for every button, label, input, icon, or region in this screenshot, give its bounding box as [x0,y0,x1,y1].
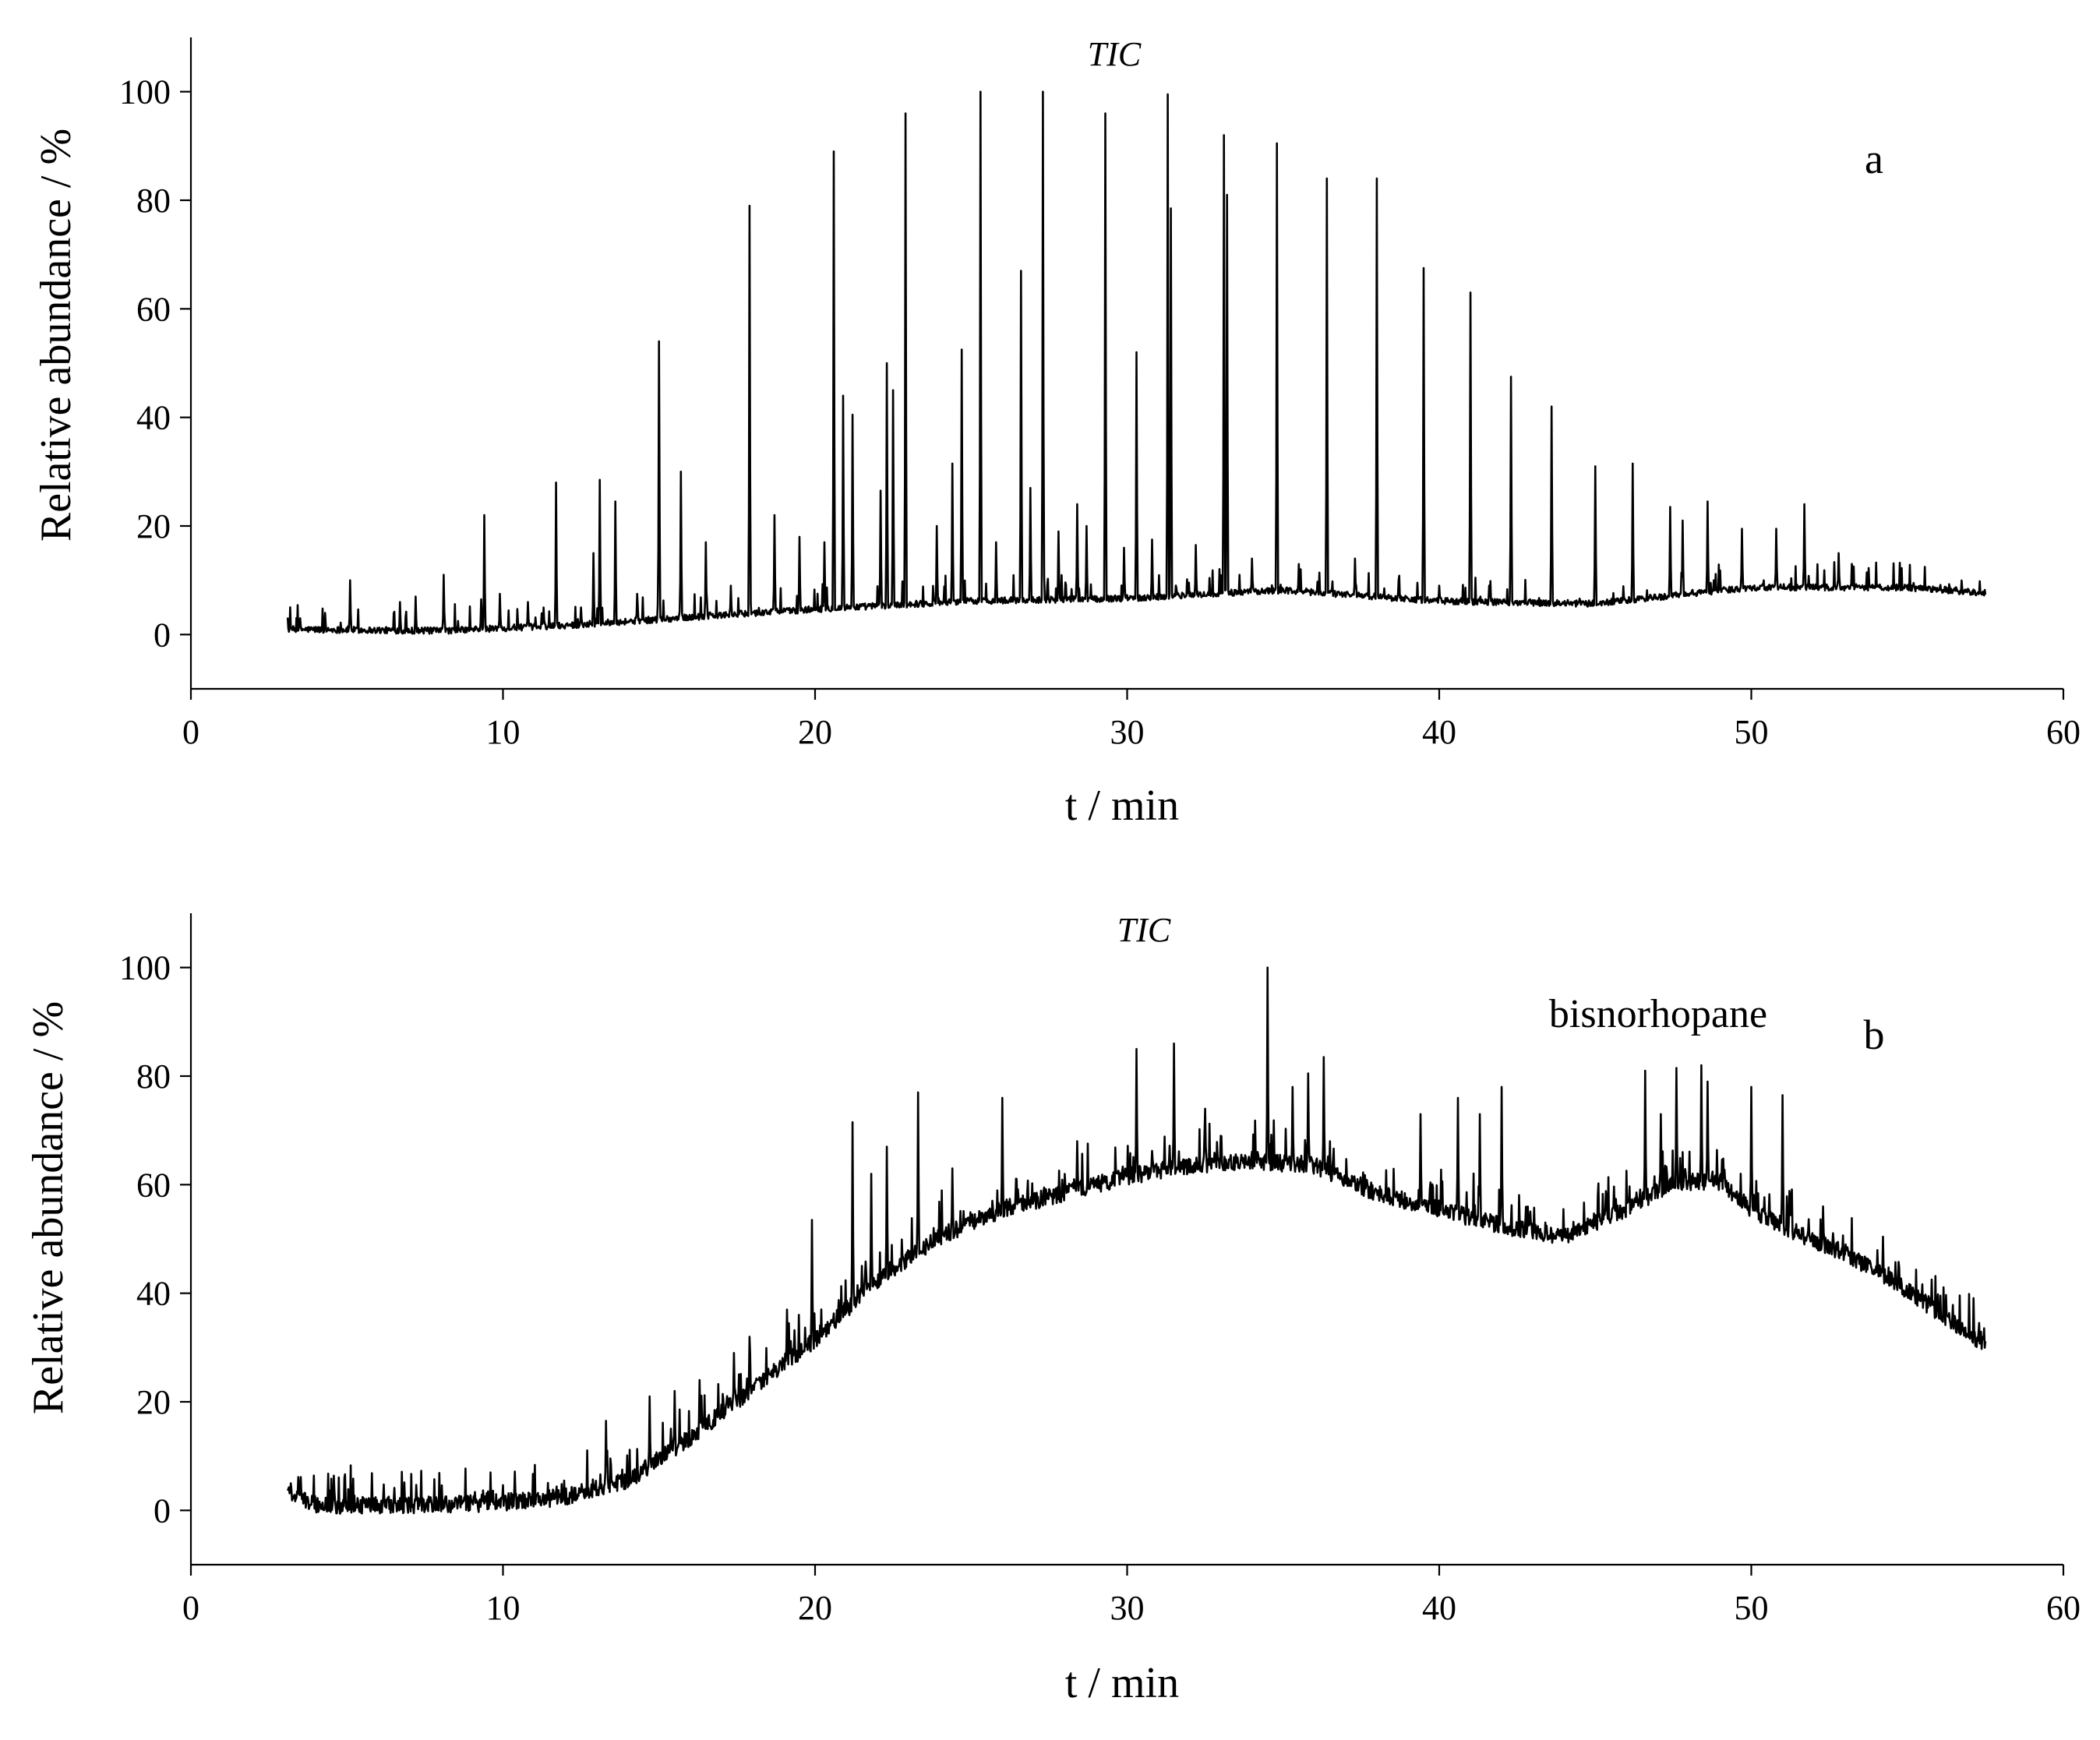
y-tick-label: 20 [136,507,171,545]
panel-b-letter: b [1864,1011,1885,1058]
panel-b-axes: 0 20 40 60 80 100 0 10 20 30 40 50 60 [119,913,2081,1627]
panel-a-axes: 0 20 40 60 80 100 0 10 20 30 40 50 60 [119,37,2081,751]
x-tick-label: 40 [1422,713,1456,751]
panel-b: TIC b bisnorhopane Relative abundance / … [24,911,2081,1707]
panel-b-x-axis-title: t / min [1065,1659,1179,1707]
x-tick-label: 20 [798,1589,832,1627]
y-tick-label: 0 [154,616,171,654]
x-tick-label: 50 [1735,713,1769,751]
x-tick-label: 40 [1422,1589,1456,1627]
bisnorhopane-annotation: bisnorhopane [1549,992,1767,1036]
y-tick-label: 40 [136,1275,171,1313]
y-tick-label: 60 [136,290,171,328]
y-tick-label: 60 [136,1166,171,1204]
x-tick-label: 10 [486,1589,521,1627]
panel-a-x-axis-title: t / min [1065,782,1179,830]
x-tick-label: 60 [2046,713,2081,751]
panel-a-letter: a [1865,136,1883,182]
y-tick-label: 0 [154,1491,171,1530]
x-tick-label: 50 [1735,1589,1769,1627]
panel-b-title: TIC [1117,911,1171,949]
x-tick-label: 0 [182,1589,199,1627]
x-tick-label: 30 [1110,713,1145,751]
panel-a-y-axis-title: Relative abundance / % [32,129,80,542]
y-tick-label: 100 [119,73,171,111]
x-tick-label: 20 [798,713,832,751]
panel-a-tic-trace [286,90,1987,635]
y-tick-label: 20 [136,1383,171,1421]
y-tick-label: 80 [136,182,171,220]
x-tick-label: 0 [182,713,199,751]
panel-b-y-axis-title: Relative abundance / % [24,1001,72,1414]
panel-b-tic-trace [286,966,1987,1515]
y-tick-label: 100 [119,949,171,987]
x-tick-label: 60 [2046,1589,2081,1627]
panel-a-title: TIC [1088,35,1142,73]
y-tick-label: 80 [136,1057,171,1096]
x-tick-label: 10 [486,713,521,751]
x-tick-label: 30 [1110,1589,1145,1627]
y-tick-label: 40 [136,399,171,437]
panel-a: TIC a Relative abundance / % t / min 0 20… [32,35,2081,830]
